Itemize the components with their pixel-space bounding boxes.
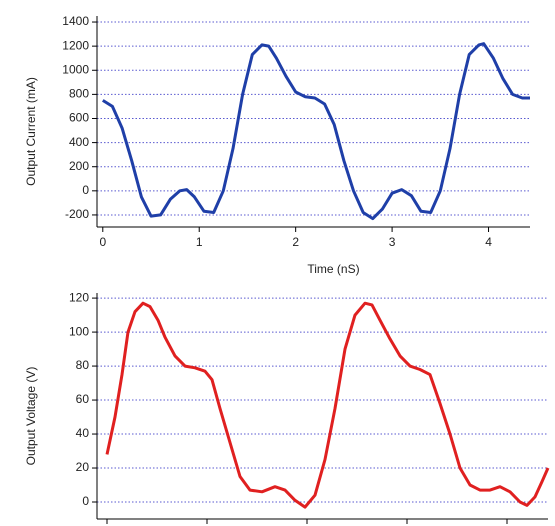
y-tick-label: 1000 <box>62 62 89 76</box>
y-tick-label: 100 <box>69 324 89 338</box>
y-tick-label: 40 <box>76 426 90 440</box>
line <box>105 301 550 509</box>
y-tick-label: 120 <box>69 290 89 304</box>
x-tick-label: 0 <box>99 235 106 249</box>
y-tick-label: 60 <box>76 392 90 406</box>
y-tick-label: 1400 <box>62 14 89 28</box>
y-tick-label: 400 <box>69 135 89 149</box>
y-axis-label: Output Voltage (V) <box>24 367 38 466</box>
x-tick-label: 1 <box>196 235 203 249</box>
x-tick-label: 4 <box>485 235 492 249</box>
y-tick-label: 0 <box>82 494 89 508</box>
y-tick-label: 800 <box>69 87 89 101</box>
y-tick-label: -200 <box>65 207 89 221</box>
y-tick-label: 600 <box>69 111 89 125</box>
line <box>102 42 530 221</box>
y-axis-label: Output Current (mA) <box>24 77 38 186</box>
x-axis-label: Time (nS) <box>307 262 359 276</box>
x-tick-label: 3 <box>389 235 396 249</box>
y-tick-label: 80 <box>76 358 90 372</box>
y-tick-label: 1200 <box>62 38 89 52</box>
y-tick-label: 200 <box>69 159 89 173</box>
x-tick-label: 2 <box>292 235 299 249</box>
y-tick-label: 0 <box>82 183 89 197</box>
y-tick-label: 20 <box>76 460 90 474</box>
